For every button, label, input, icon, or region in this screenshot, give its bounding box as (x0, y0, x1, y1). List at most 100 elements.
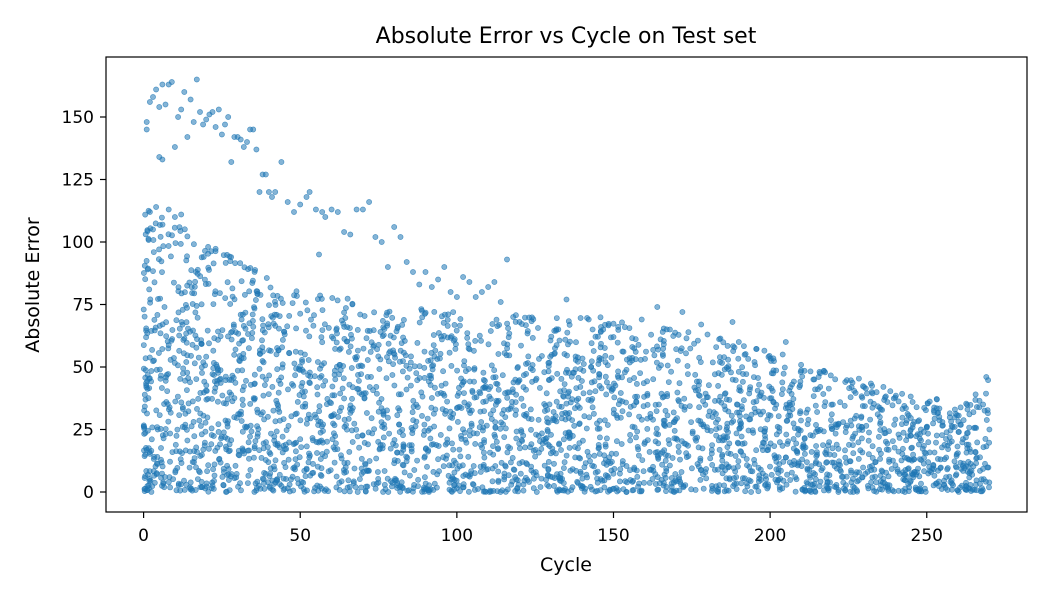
data-point (226, 441, 233, 448)
data-point (338, 478, 345, 485)
x-tick-label: 0 (138, 526, 149, 546)
data-point (497, 489, 504, 495)
data-point (413, 370, 420, 377)
data-point (394, 485, 400, 491)
data-point (142, 429, 149, 436)
data-point (852, 471, 859, 478)
data-point (810, 393, 817, 399)
data-point (518, 395, 525, 402)
data-point (284, 199, 291, 205)
data-point (160, 435, 167, 442)
data-point (150, 268, 156, 274)
data-point (662, 423, 668, 429)
data-point (572, 454, 579, 461)
data-point (667, 326, 673, 333)
data-point (460, 426, 466, 433)
data-point (664, 362, 671, 369)
data-point (477, 468, 484, 475)
data-point (909, 399, 916, 405)
data-point (561, 381, 568, 387)
data-point (954, 443, 961, 450)
data-point (726, 475, 733, 481)
data-point (903, 437, 910, 444)
data-point (183, 481, 190, 488)
data-point (682, 404, 688, 410)
data-point (851, 415, 858, 422)
data-point (212, 124, 219, 130)
data-point (510, 314, 517, 320)
data-point (644, 415, 651, 422)
data-point (403, 362, 410, 369)
data-point (319, 327, 326, 333)
data-point (796, 384, 803, 390)
data-point (442, 380, 449, 387)
data-point (185, 375, 192, 382)
data-point (330, 335, 337, 342)
data-point (676, 380, 683, 387)
x-tick-label: 250 (911, 526, 943, 546)
data-point (431, 353, 438, 360)
data-point (627, 437, 634, 444)
data-point (869, 443, 876, 450)
data-point (249, 311, 256, 318)
data-point (523, 360, 529, 367)
data-point (145, 445, 152, 452)
data-point (757, 466, 764, 473)
data-point (247, 433, 253, 440)
data-point (288, 476, 294, 483)
data-point (462, 368, 469, 374)
data-point (584, 315, 590, 321)
data-point (265, 459, 272, 465)
data-point (734, 409, 740, 416)
data-point (390, 361, 396, 367)
data-point (755, 375, 761, 381)
data-point (916, 488, 922, 495)
data-point (605, 320, 612, 327)
data-point (620, 348, 627, 355)
data-point (591, 452, 598, 459)
data-point (228, 391, 235, 398)
data-point (899, 421, 905, 427)
data-point (210, 347, 217, 354)
data-point (783, 454, 789, 461)
data-point (553, 398, 560, 405)
data-point (259, 337, 265, 344)
data-point (293, 325, 299, 332)
data-point (639, 457, 646, 463)
data-point (268, 430, 274, 437)
data-point (520, 487, 527, 494)
data-point (556, 475, 563, 482)
data-point (650, 346, 657, 353)
data-point (773, 466, 780, 473)
data-point (148, 436, 155, 443)
data-point (299, 389, 306, 395)
data-point (141, 453, 148, 459)
data-point (476, 424, 483, 431)
data-point (273, 428, 280, 435)
data-point (165, 418, 172, 425)
data-point (444, 322, 451, 329)
data-point (154, 424, 160, 430)
data-point (380, 488, 386, 495)
data-point (265, 479, 271, 486)
data-point (262, 171, 269, 178)
data-point (664, 412, 671, 419)
data-point (960, 467, 966, 474)
data-point (177, 487, 184, 494)
data-point (191, 433, 198, 440)
data-point (899, 390, 905, 397)
data-point (602, 417, 608, 424)
data-point (204, 468, 210, 475)
data-point (384, 475, 391, 482)
data-point (815, 428, 822, 434)
data-point (476, 332, 483, 339)
data-point (142, 396, 149, 403)
data-point (577, 470, 584, 477)
data-point (952, 406, 958, 413)
data-point (294, 461, 301, 468)
data-point (211, 378, 218, 385)
data-point (211, 472, 218, 479)
data-point (371, 309, 377, 316)
data-point (266, 372, 272, 379)
data-point (216, 376, 223, 383)
